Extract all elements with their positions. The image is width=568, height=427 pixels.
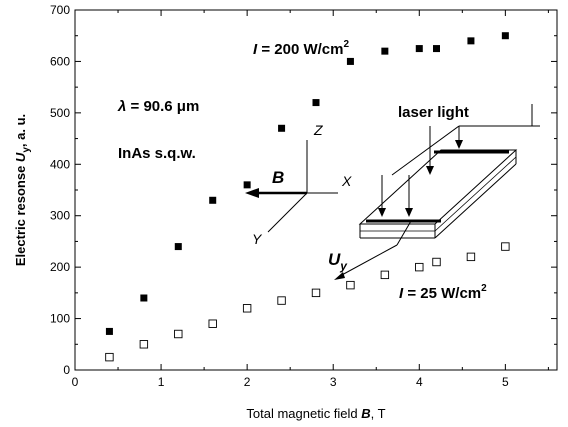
point-low-intensity xyxy=(432,257,441,267)
y-axis-line xyxy=(267,192,308,233)
point-low-intensity xyxy=(501,242,510,251)
x-tick-label: 2 xyxy=(244,375,251,389)
point-high-intensity xyxy=(467,37,475,45)
x-tick-labels: 0 1 2 3 4 5 xyxy=(72,375,509,389)
point-high-intensity xyxy=(415,45,423,53)
data-points xyxy=(105,32,510,362)
y-tick-label: 400 xyxy=(50,157,70,171)
point-low-intensity xyxy=(415,262,424,272)
axis-x-label: X xyxy=(341,173,352,189)
intensity-high-label: I = 200 W/cm2 xyxy=(253,39,349,58)
y-axis-title: Electric resonse Uy, a. u. xyxy=(13,114,32,266)
y-tick-label: 200 xyxy=(50,260,70,274)
x-tick-label: 0 xyxy=(72,375,79,389)
y-tick-label: 0 xyxy=(63,363,70,377)
point-high-intensity xyxy=(174,243,182,251)
point-high-intensity xyxy=(312,99,320,107)
sample-label: InAs s.q.w. xyxy=(118,145,196,162)
point-high-intensity xyxy=(209,196,217,204)
voltage-label: Uy xyxy=(328,250,348,273)
x-tick-label: 4 xyxy=(416,375,423,389)
axis-z-label: Z xyxy=(313,122,323,138)
coordinate-diagram: Z X Y B xyxy=(245,122,352,247)
x-axis-title: Total magnetic field B, T xyxy=(246,406,385,421)
voltage-arrow-line xyxy=(339,244,398,277)
point-high-intensity xyxy=(433,45,440,53)
laser-light-label: laser light xyxy=(398,104,469,121)
laser-ray-1-head xyxy=(378,208,386,217)
laser-ray-2-head xyxy=(405,208,413,217)
y-tick-label: 600 xyxy=(50,54,70,68)
point-low-intensity xyxy=(277,296,286,305)
point-low-intensity xyxy=(105,352,114,362)
voltage-arrowhead xyxy=(334,272,345,280)
point-low-intensity xyxy=(380,270,390,280)
point-low-intensity xyxy=(208,319,217,328)
y-tick-label: 500 xyxy=(50,106,70,120)
point-low-intensity xyxy=(466,252,476,262)
wavelength-label: λ = 90.6 μm xyxy=(117,98,199,115)
y-tick-label: 300 xyxy=(50,209,70,223)
intensity-low-label: I = 25 W/cm2 xyxy=(399,283,487,302)
point-low-intensity xyxy=(174,329,183,339)
sample-diagram: Uy xyxy=(328,104,540,280)
x-tick-label: 3 xyxy=(330,375,337,389)
field-vector-label: B xyxy=(272,168,284,187)
y-tick-label: 100 xyxy=(50,312,70,326)
point-high-intensity xyxy=(346,57,354,65)
point-high-intensity xyxy=(501,32,509,40)
y-tick-labels: 0 100 200 300 400 500 600 700 xyxy=(50,3,70,377)
point-low-intensity xyxy=(139,340,149,349)
point-high-intensity xyxy=(381,47,389,55)
laser-beam-edge xyxy=(391,125,460,176)
point-low-intensity xyxy=(346,280,355,290)
point-high-intensity xyxy=(243,181,251,189)
laser-ray-3-head xyxy=(426,166,434,175)
point-high-intensity xyxy=(105,327,113,335)
x-tick-label: 5 xyxy=(502,375,509,389)
field-vector-arrowhead xyxy=(245,188,259,198)
laser-ray-4-head xyxy=(455,140,463,149)
point-low-intensity xyxy=(311,288,321,298)
sample-edge-right xyxy=(434,163,517,239)
axis-ticks xyxy=(74,9,557,371)
point-high-intensity xyxy=(140,294,148,302)
point-low-intensity xyxy=(242,304,252,313)
point-high-intensity xyxy=(278,124,286,132)
x-tick-label: 1 xyxy=(158,375,165,389)
axis-y-label: Y xyxy=(252,231,263,247)
y-tick-label: 700 xyxy=(50,3,70,17)
voltage-lead xyxy=(396,220,412,246)
sample-layer-line-side xyxy=(434,156,517,232)
